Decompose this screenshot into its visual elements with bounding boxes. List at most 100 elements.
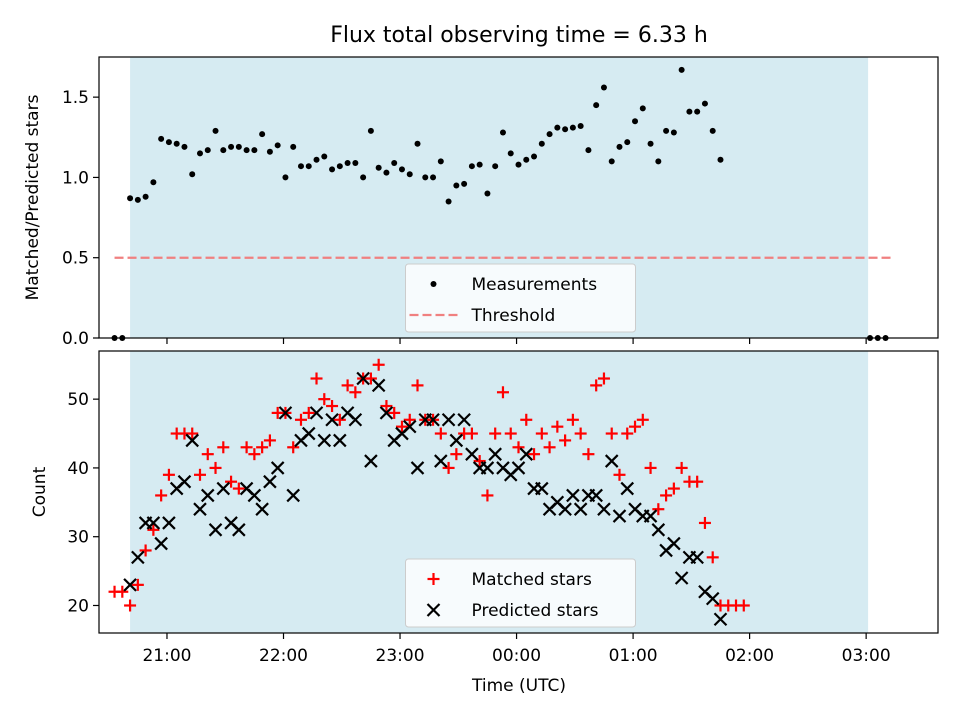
measurement-point [158,135,165,142]
predicted-star-point [146,516,161,530]
cross-b [123,578,137,592]
matched-star-point [597,372,610,385]
cross-b [162,516,176,530]
matched-star-point [186,427,199,440]
matched-star-point [193,468,206,481]
cross-b [333,433,347,448]
cross-b [356,371,370,386]
measurement-point [204,147,211,154]
matched-star-point [263,434,276,447]
cross-b [263,474,277,489]
measurement-point [639,105,646,112]
measurement-point [445,198,452,205]
predicted-star-point [426,413,440,427]
predicted-star-point [317,433,332,448]
cross-b [597,502,611,516]
matched-star-point [318,393,331,406]
cross-b [131,550,145,565]
legend-box [405,263,636,333]
matched-star-point [302,406,315,419]
count-y-axis-label: Count [30,466,50,517]
matched-star-point [411,379,424,392]
measurement-point [655,158,662,165]
ratio-panel: 0.0 0.5 1.0 1.5 Matched/Predicted stars Mea… [23,56,939,349]
x-tick-label: 23:00 [376,646,425,666]
measurement-point [484,190,491,197]
matched-star-point [240,441,253,454]
matched-star-point [636,413,649,426]
measurement-point [181,143,188,150]
predicted-star-point [667,536,681,551]
measurement-point [360,174,367,181]
cross-b [667,536,681,551]
matched-star-point [124,599,137,612]
measurement-point [686,108,693,115]
measurement-point [173,140,180,147]
cross-b [371,378,386,393]
matched-star-point [155,489,168,502]
matched-star-point [605,427,618,440]
predicted-star-point [301,426,316,441]
matched-star-point [434,427,447,440]
measurement-point [251,147,258,154]
y-tick-label: 0.5 [62,249,89,269]
measurement-point [367,127,374,134]
predicted-star-point [457,413,471,427]
matched-star-point [287,441,300,454]
predicted-star-point [263,474,277,489]
cross-b [146,516,161,530]
matched-star-point [644,461,657,474]
measurement-point [468,163,475,170]
predicted-star-point [123,578,137,592]
predicted-star-point [612,509,627,523]
matched-star-point [473,455,486,468]
matched-star-point [388,406,401,419]
measurement-point [127,195,134,202]
matched-star-point [116,585,129,598]
matched-star-point [131,578,144,591]
cross-b [573,502,588,516]
measurement-point [624,139,631,146]
cross-b [239,481,254,496]
predicted-star-point [333,433,347,448]
measurement-point [297,163,304,170]
measurement-point [321,153,328,160]
cross-b [511,461,526,475]
count-marks [108,358,750,627]
measurement-point [554,124,561,131]
cross-b [426,603,441,617]
matched-star-point [698,516,711,529]
time-x-axis: 21:00 22:00 23:00 00:00 01:00 02:00 03:00 [142,633,891,666]
matched-star-point [528,448,541,461]
measurement-point [383,169,390,176]
ratio-y-axis-label: Matched/Predicted stars [23,94,43,300]
matched-star-point [333,413,346,426]
measurement-point [593,102,600,109]
matched-star-point [535,427,548,440]
cross-b [224,516,238,530]
predicted-star-point [620,481,635,496]
measurement-point [608,158,615,165]
matched-star-point [450,448,463,461]
predicted-star-point [154,536,168,551]
predicted-star-point [674,571,689,585]
ratio-panel-frame [98,56,939,339]
cross-b [449,433,464,448]
measurement-point [499,129,506,136]
predicted-star-point [410,461,425,475]
cross-b [519,447,534,461]
cross-b [348,413,363,427]
matched-star-point [574,427,587,440]
matched-star-point [590,379,603,392]
measurement-point [352,159,359,166]
cross-b [247,488,262,503]
cross-b [535,481,549,496]
predicted-star-point [247,488,262,503]
measurement-point [259,131,266,138]
cross-b [441,413,456,427]
measurement-point [398,166,405,173]
predicted-star-point [511,461,526,475]
predicted-star-point [255,502,269,516]
matched-star-point [341,379,354,392]
cross-b [364,454,378,468]
